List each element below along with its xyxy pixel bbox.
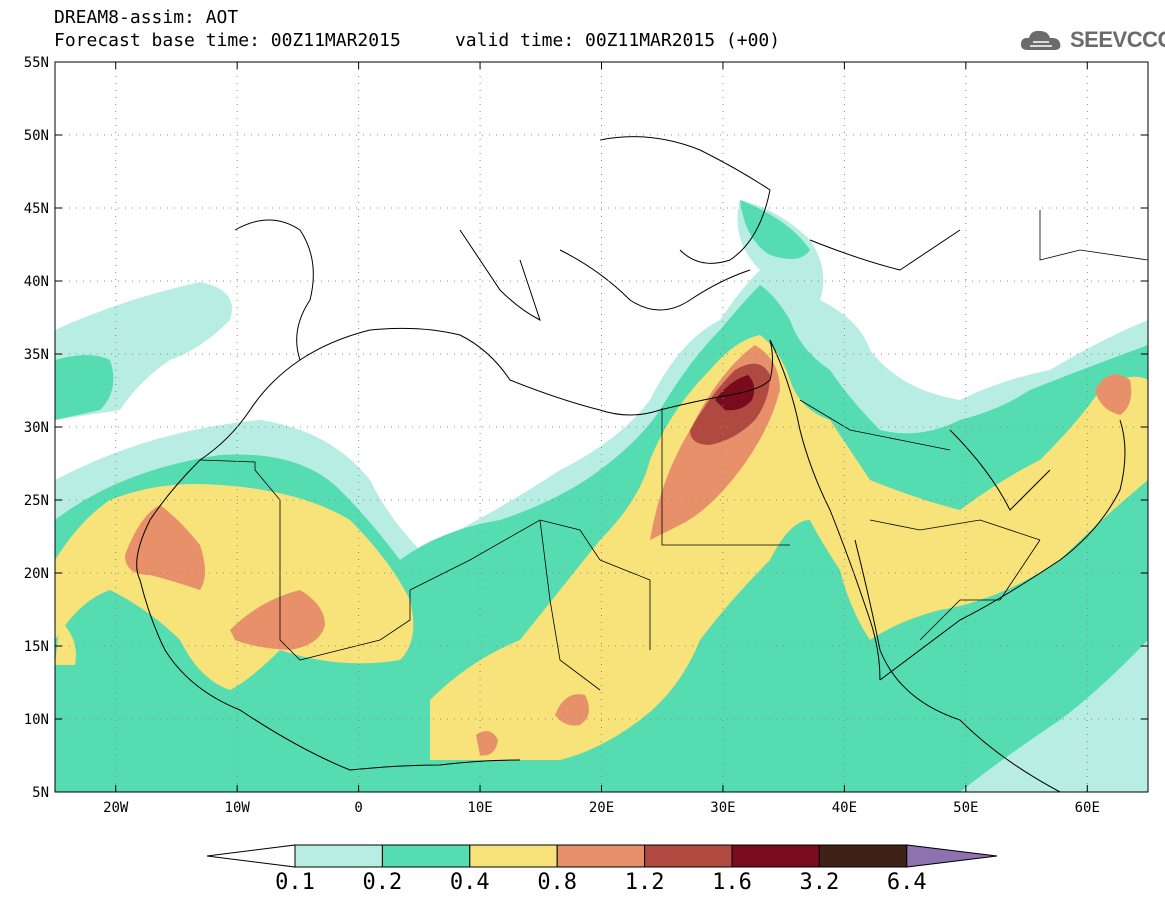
forecast-time-label: Forecast base time: 00Z11MAR2015 valid t… xyxy=(54,30,781,51)
lat-tick-label: 55N xyxy=(24,55,49,71)
coastlines xyxy=(136,136,1126,792)
colorbar-label: 6.4 xyxy=(887,870,927,895)
lon-tick-label: 10W xyxy=(225,800,251,816)
aot-field xyxy=(55,62,1148,792)
colorbar-swatch xyxy=(294,844,383,868)
colorbar-label: 0.1 xyxy=(275,870,315,895)
colorbar-label: 0.8 xyxy=(537,870,577,895)
colorbar-label: 1.2 xyxy=(625,870,665,895)
lat-tick-label: 25N xyxy=(24,493,49,509)
lat-tick-label: 35N xyxy=(24,347,49,363)
lon-tick-label: 30E xyxy=(710,800,735,816)
colorbar-label: 0.2 xyxy=(363,870,403,895)
colorbar-label: 3.2 xyxy=(800,870,840,895)
country-borders xyxy=(199,210,1148,691)
lon-tick-label: 20E xyxy=(589,800,614,816)
colorbar-swatch xyxy=(731,844,820,868)
lon-tick-label: 60E xyxy=(1075,800,1100,816)
colorbar-swatch xyxy=(644,844,733,868)
longitude-axis: 20W 10W 0 10E 20E 30E 40E 50E 60E xyxy=(103,62,1100,816)
latitude-axis: 55N 50N 45N 40N 35N 30N 25N 20N 15N 10N 5N xyxy=(24,55,1148,801)
lon-tick-label: 50E xyxy=(953,800,978,816)
colorbar-label: 0.4 xyxy=(450,870,490,895)
cloud-icon xyxy=(1020,30,1061,50)
colorbar-swatch xyxy=(556,844,646,868)
colorbar-swatch xyxy=(381,844,471,868)
lon-tick-label: 20W xyxy=(103,800,129,816)
lat-tick-label: 50N xyxy=(24,128,49,144)
lat-tick-label: 20N xyxy=(24,566,49,582)
lat-tick-label: 5N xyxy=(32,785,49,801)
graticule xyxy=(55,62,1148,792)
seevccc-logo: SEEVCCC xyxy=(1018,26,1165,54)
lon-tick-label: 0 xyxy=(354,800,362,816)
colorbar-swatch xyxy=(469,844,558,868)
colorbar-upper-extension xyxy=(906,844,998,868)
lat-tick-label: 10N xyxy=(24,712,49,728)
colorbar-swatch xyxy=(818,844,908,868)
colorbar-label: 1.6 xyxy=(712,870,752,895)
lat-tick-label: 30N xyxy=(24,420,49,436)
colorbar-lower-extension xyxy=(206,844,296,868)
lon-tick-label: 10E xyxy=(467,800,492,816)
aot-level-1-6 xyxy=(715,375,755,411)
lat-tick-label: 15N xyxy=(24,639,49,655)
lat-tick-label: 40N xyxy=(24,274,49,290)
logo-text: SEEVCCC xyxy=(1070,27,1165,52)
map-title: DREAM8-assim: AOT xyxy=(54,7,239,28)
lon-tick-label: 40E xyxy=(832,800,857,816)
lat-tick-label: 45N xyxy=(24,201,49,217)
colorbar: 0.1 0.2 0.4 0.8 1.2 1.6 3.2 6.4 xyxy=(206,844,998,895)
